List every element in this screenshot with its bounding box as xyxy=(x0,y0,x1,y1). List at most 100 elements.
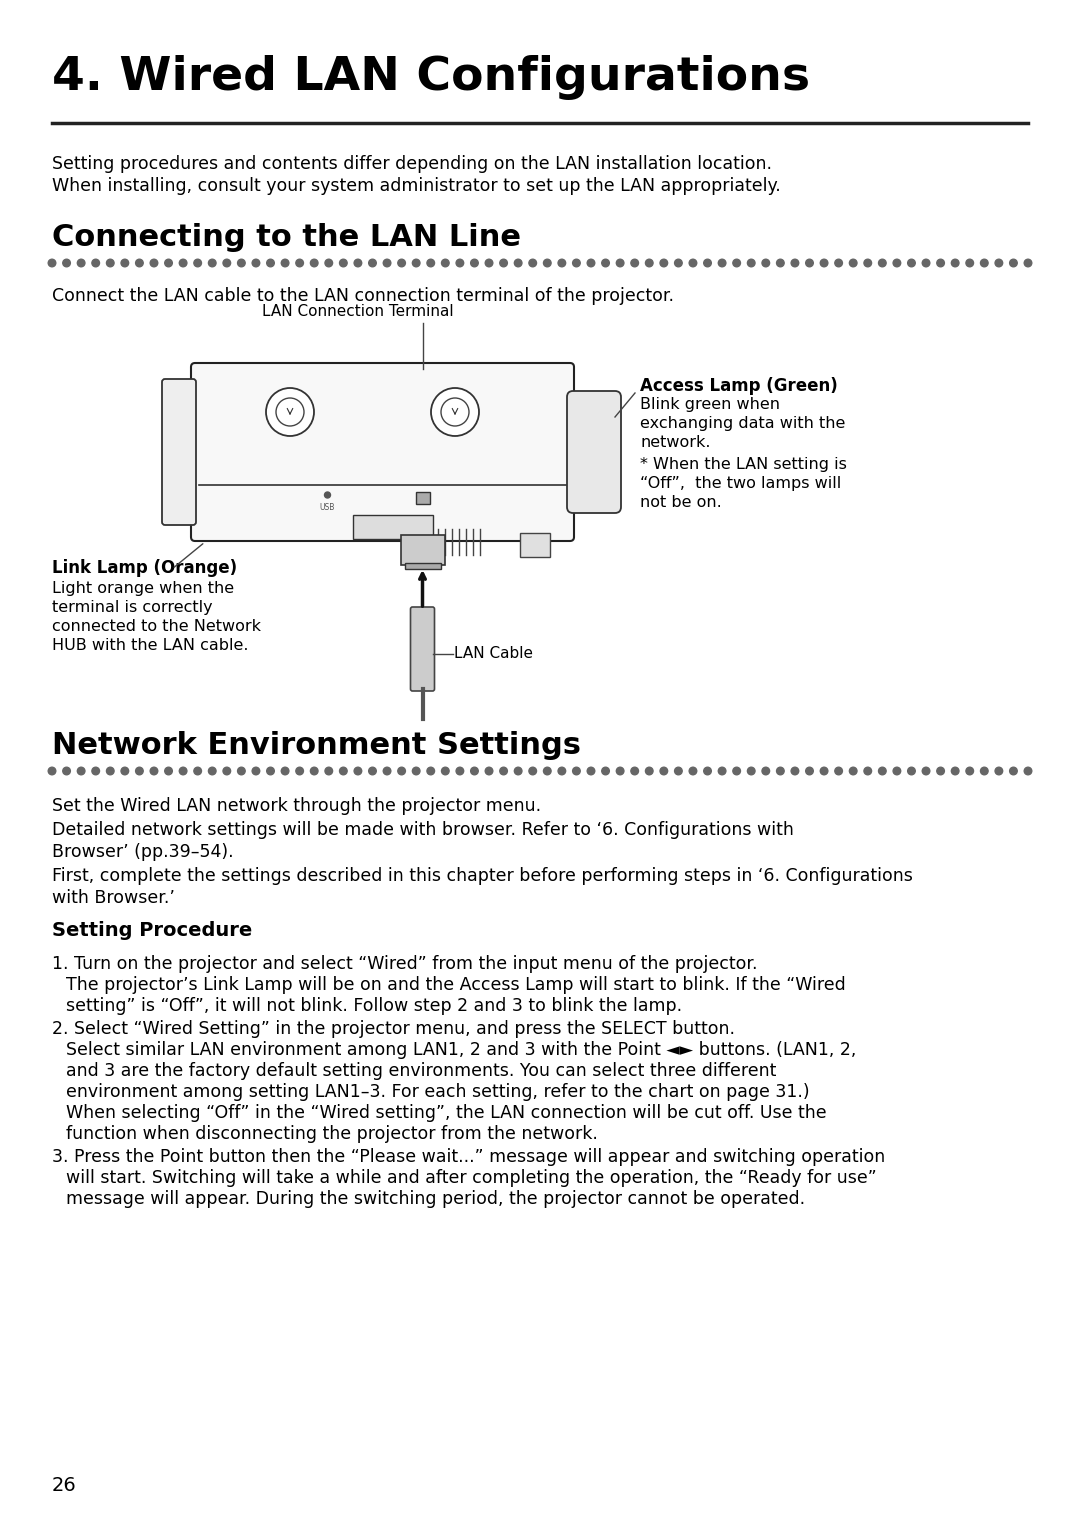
Text: First, complete the settings described in this chapter before performing steps i: First, complete the settings described i… xyxy=(52,868,913,885)
Circle shape xyxy=(806,259,813,267)
Circle shape xyxy=(150,259,158,267)
Circle shape xyxy=(179,766,187,774)
Circle shape xyxy=(660,766,667,774)
Circle shape xyxy=(689,259,697,267)
Text: The projector’s Link Lamp will be on and the Access Lamp will start to blink. If: The projector’s Link Lamp will be on and… xyxy=(66,977,846,993)
Circle shape xyxy=(981,259,988,267)
Circle shape xyxy=(194,259,202,267)
Circle shape xyxy=(907,766,915,774)
Circle shape xyxy=(675,259,683,267)
Circle shape xyxy=(107,259,114,267)
Circle shape xyxy=(777,766,784,774)
Text: Browser’ (pp.39–54).: Browser’ (pp.39–54). xyxy=(52,843,233,862)
Text: Connecting to the LAN Line: Connecting to the LAN Line xyxy=(52,222,521,251)
Text: environment among setting LAN1–3. For each setting, refer to the chart on page 3: environment among setting LAN1–3. For ea… xyxy=(66,1082,810,1101)
Circle shape xyxy=(427,766,434,774)
Circle shape xyxy=(762,766,770,774)
Text: When installing, consult your system administrator to set up the LAN appropriate: When installing, consult your system adm… xyxy=(52,176,781,195)
Circle shape xyxy=(864,766,872,774)
Circle shape xyxy=(136,766,144,774)
Circle shape xyxy=(762,259,770,267)
Text: terminal is correctly: terminal is correctly xyxy=(52,599,213,615)
Circle shape xyxy=(922,766,930,774)
Circle shape xyxy=(820,766,828,774)
Text: 1. Turn on the projector and select “Wired” from the input menu of the projector: 1. Turn on the projector and select “Wir… xyxy=(52,955,757,973)
Circle shape xyxy=(806,766,813,774)
Circle shape xyxy=(1024,259,1031,267)
Circle shape xyxy=(878,766,886,774)
Text: function when disconnecting the projector from the network.: function when disconnecting the projecto… xyxy=(66,1125,598,1144)
Circle shape xyxy=(296,259,303,267)
Circle shape xyxy=(588,766,595,774)
Circle shape xyxy=(368,259,376,267)
Circle shape xyxy=(485,259,492,267)
Circle shape xyxy=(383,766,391,774)
Circle shape xyxy=(602,766,609,774)
Text: will start. Switching will take a while and after completing the operation, the : will start. Switching will take a while … xyxy=(66,1170,877,1187)
Circle shape xyxy=(92,259,99,267)
Circle shape xyxy=(383,259,391,267)
Circle shape xyxy=(238,259,245,267)
Circle shape xyxy=(150,766,158,774)
Circle shape xyxy=(543,766,551,774)
Circle shape xyxy=(588,259,595,267)
Text: Access Lamp (Green): Access Lamp (Green) xyxy=(640,377,838,396)
Bar xyxy=(401,535,445,566)
Circle shape xyxy=(1024,766,1031,774)
Text: HUB with the LAN cable.: HUB with the LAN cable. xyxy=(52,638,248,653)
Text: Blink green when: Blink green when xyxy=(640,397,780,412)
Circle shape xyxy=(733,259,741,267)
Circle shape xyxy=(165,259,173,267)
Circle shape xyxy=(354,259,362,267)
Circle shape xyxy=(849,766,858,774)
Text: with Browser.’: with Browser.’ xyxy=(52,889,175,908)
Circle shape xyxy=(704,259,712,267)
Circle shape xyxy=(617,766,624,774)
Circle shape xyxy=(820,259,828,267)
Text: Select similar LAN environment among LAN1, 2 and 3 with the Point ◄► buttons. (L: Select similar LAN environment among LAN… xyxy=(66,1041,856,1059)
FancyBboxPatch shape xyxy=(410,607,434,691)
Bar xyxy=(519,533,550,556)
Circle shape xyxy=(514,259,522,267)
Circle shape xyxy=(179,259,187,267)
Circle shape xyxy=(267,259,274,267)
Circle shape xyxy=(78,259,85,267)
Circle shape xyxy=(442,259,449,267)
Text: Set the Wired LAN network through the projector menu.: Set the Wired LAN network through the pr… xyxy=(52,797,541,816)
Circle shape xyxy=(704,766,712,774)
Text: LAN Cable: LAN Cable xyxy=(455,647,534,662)
Text: “Off”,  the two lamps will: “Off”, the two lamps will xyxy=(640,477,841,491)
Circle shape xyxy=(864,259,872,267)
Circle shape xyxy=(529,766,537,774)
Circle shape xyxy=(431,388,480,435)
Circle shape xyxy=(558,766,566,774)
Circle shape xyxy=(500,766,508,774)
Circle shape xyxy=(543,259,551,267)
FancyBboxPatch shape xyxy=(191,363,573,541)
Circle shape xyxy=(733,766,741,774)
Circle shape xyxy=(208,766,216,774)
Circle shape xyxy=(718,766,726,774)
Circle shape xyxy=(835,259,842,267)
Circle shape xyxy=(281,766,288,774)
Circle shape xyxy=(951,766,959,774)
Text: not be on.: not be on. xyxy=(640,495,721,510)
Text: message will appear. During the switching period, the projector cannot be operat: message will appear. During the switchin… xyxy=(66,1190,805,1208)
Circle shape xyxy=(558,259,566,267)
Circle shape xyxy=(514,766,522,774)
FancyBboxPatch shape xyxy=(567,391,621,514)
Text: and 3 are the factory default setting environments. You can select three differe: and 3 are the factory default setting en… xyxy=(66,1062,777,1081)
Circle shape xyxy=(49,259,56,267)
Circle shape xyxy=(456,766,463,774)
Circle shape xyxy=(936,766,944,774)
Circle shape xyxy=(966,766,973,774)
Circle shape xyxy=(252,259,260,267)
Circle shape xyxy=(252,766,260,774)
Circle shape xyxy=(485,766,492,774)
Circle shape xyxy=(310,766,318,774)
Circle shape xyxy=(675,766,683,774)
Circle shape xyxy=(849,259,858,267)
Circle shape xyxy=(339,766,347,774)
Circle shape xyxy=(966,259,973,267)
Text: exchanging data with the: exchanging data with the xyxy=(640,415,846,431)
